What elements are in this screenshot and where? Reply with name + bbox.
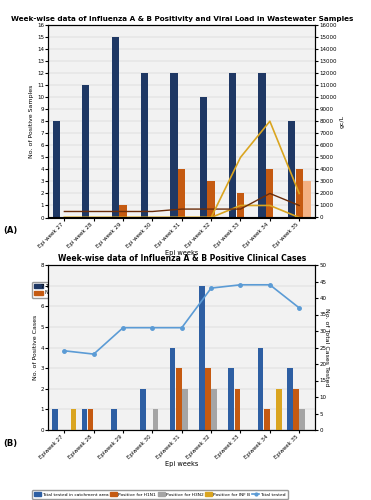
Bar bbox=[258, 73, 266, 218]
Bar bbox=[111, 410, 116, 430]
Y-axis label: gc/L: gc/L bbox=[340, 114, 345, 128]
Bar bbox=[266, 170, 273, 218]
Bar bbox=[88, 410, 93, 430]
Bar bbox=[229, 73, 236, 218]
X-axis label: Epi weeks: Epi weeks bbox=[165, 462, 198, 468]
Bar bbox=[178, 170, 186, 218]
Bar bbox=[211, 389, 217, 430]
Bar bbox=[182, 389, 188, 430]
Bar bbox=[299, 410, 305, 430]
Text: (B): (B) bbox=[4, 439, 18, 448]
Bar bbox=[199, 286, 205, 430]
Bar bbox=[140, 389, 146, 430]
Bar bbox=[234, 389, 240, 430]
Bar bbox=[82, 85, 89, 218]
Title: Week-wise data of Influenza A & B Positivity and Viral Load in Wastewater Sample: Week-wise data of Influenza A & B Positi… bbox=[11, 16, 353, 22]
Bar bbox=[258, 348, 263, 430]
Bar bbox=[170, 348, 175, 430]
Bar bbox=[53, 121, 60, 218]
Bar bbox=[82, 410, 87, 430]
Bar bbox=[52, 410, 58, 430]
Y-axis label: No. of Total Cases Tested: No. of Total Cases Tested bbox=[324, 308, 329, 386]
Bar bbox=[296, 170, 303, 218]
Y-axis label: No. of Positive Samples: No. of Positive Samples bbox=[29, 84, 34, 158]
Title: Week-wise data of Influenza A & B Positive Clinical Cases: Week-wise data of Influenza A & B Positi… bbox=[58, 254, 306, 263]
Bar bbox=[153, 410, 158, 430]
X-axis label: Epi weeks: Epi weeks bbox=[165, 250, 198, 256]
Bar bbox=[237, 194, 244, 218]
Bar bbox=[170, 73, 177, 218]
Bar bbox=[176, 368, 181, 430]
Bar bbox=[205, 368, 211, 430]
Bar bbox=[119, 206, 127, 218]
Bar bbox=[288, 121, 295, 218]
Legend: Total Tested, No. of Positves for H1N1, No. of Positves for H3N2, No. of Positve: Total Tested, No. of Positves for H1N1, … bbox=[32, 282, 239, 298]
Bar bbox=[276, 389, 282, 430]
Text: (A): (A) bbox=[4, 226, 18, 234]
Y-axis label: No. of Positive Cases: No. of Positive Cases bbox=[33, 315, 38, 380]
Bar bbox=[287, 368, 293, 430]
Bar bbox=[141, 73, 148, 218]
Legend: Total tested in catchment area, Positive for H1N1, Positive for H3N2, Positive f: Total tested in catchment area, Positive… bbox=[32, 490, 288, 499]
Bar bbox=[293, 389, 299, 430]
Bar bbox=[264, 410, 270, 430]
Bar bbox=[200, 97, 207, 218]
Bar bbox=[207, 182, 215, 218]
Bar bbox=[71, 410, 76, 430]
Bar bbox=[229, 368, 234, 430]
Bar bbox=[303, 182, 311, 218]
Bar bbox=[112, 37, 119, 218]
